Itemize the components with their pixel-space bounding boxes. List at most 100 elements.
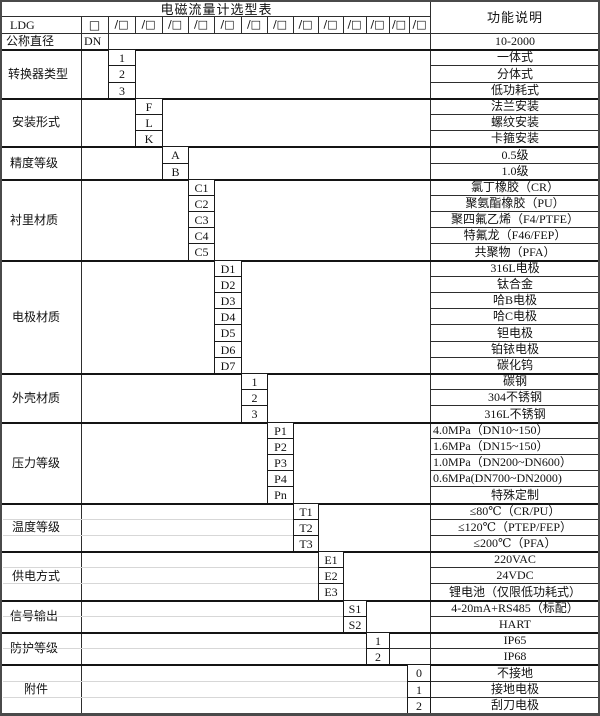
model-slot-box: /□ bbox=[391, 18, 407, 31]
divider bbox=[2, 49, 598, 51]
section-label-0: 公称直径 bbox=[6, 34, 55, 48]
option-code-box: 0 bbox=[407, 664, 431, 682]
divider bbox=[431, 357, 598, 358]
model-slot-box: /□ bbox=[370, 18, 385, 31]
model-slot-box: /□ bbox=[246, 18, 262, 31]
divider bbox=[2, 373, 598, 375]
option-desc-cell: 1.0级 bbox=[501, 164, 529, 178]
option-code-box: C5 bbox=[188, 243, 215, 261]
divider bbox=[2, 260, 598, 262]
divider bbox=[2, 179, 598, 181]
divider bbox=[431, 697, 598, 698]
model-slot-box: /□ bbox=[114, 18, 129, 31]
divider bbox=[431, 438, 598, 439]
section-label-7: 压力等级 bbox=[12, 455, 61, 470]
divider bbox=[431, 308, 598, 309]
divider bbox=[162, 16, 163, 33]
option-code-box: 1 bbox=[407, 681, 431, 698]
section-label-12: 附件 bbox=[24, 681, 49, 696]
divider bbox=[431, 405, 598, 406]
option-code-box: Pn bbox=[267, 486, 294, 504]
divider bbox=[267, 16, 268, 33]
option-code-box: P4 bbox=[267, 470, 294, 487]
divider bbox=[3, 648, 366, 649]
option-code-box: P3 bbox=[267, 454, 294, 471]
option-code-box: D6 bbox=[214, 341, 242, 358]
option-code-box: 1 bbox=[366, 632, 390, 649]
option-code-box: E2 bbox=[318, 567, 344, 584]
option-code-box: T1 bbox=[293, 503, 319, 520]
option-code-box: B bbox=[162, 163, 189, 180]
divider bbox=[409, 16, 410, 33]
option-desc-cell: 316L不锈钢 bbox=[484, 406, 546, 421]
divider bbox=[431, 243, 598, 244]
divider bbox=[241, 16, 242, 33]
divider bbox=[3, 567, 318, 568]
option-code-box: D3 bbox=[214, 292, 242, 309]
option-desc-cell: 1.0MPa（DN200~DN600） bbox=[433, 455, 572, 469]
option-desc-cell: 刮刀电极 bbox=[490, 698, 539, 712]
divider bbox=[2, 551, 598, 553]
option-desc-cell: 低功耗式 bbox=[490, 83, 539, 97]
option-desc-cell: 一体式 bbox=[496, 50, 533, 64]
option-desc-cell: 共聚物（PFA） bbox=[474, 244, 556, 259]
option-code-box: C2 bbox=[188, 195, 215, 212]
option-desc-cell: ≤120℃（PTEP/FEP） bbox=[457, 520, 573, 534]
divider bbox=[431, 454, 598, 455]
option-code-box: S2 bbox=[343, 616, 367, 633]
option-desc-cell: 聚四氟乙烯（F4/PTFE） bbox=[450, 212, 580, 226]
divider bbox=[3, 583, 318, 584]
option-code-box: S1 bbox=[343, 600, 367, 617]
option-code-box: 1 bbox=[108, 49, 136, 66]
option-desc-cell: 0.5级 bbox=[501, 147, 529, 162]
option-desc-cell: 钛合金 bbox=[496, 277, 533, 291]
option-code-box: 1 bbox=[241, 373, 268, 390]
option-code-box: 2 bbox=[241, 389, 268, 406]
model-slot-box: /□ bbox=[412, 18, 427, 31]
divider bbox=[431, 82, 598, 83]
section-label-3: 精度等级 bbox=[10, 155, 59, 170]
model-slot-box: /□ bbox=[323, 18, 338, 31]
option-desc-cell: ≤200℃（PFA） bbox=[473, 536, 557, 550]
divider bbox=[430, 2, 431, 713]
divider bbox=[431, 616, 598, 617]
divider bbox=[2, 98, 598, 100]
option-desc-cell: 法兰安装 bbox=[490, 99, 539, 113]
option-code-box: E3 bbox=[318, 583, 344, 601]
divider bbox=[431, 65, 598, 66]
section-label-9: 供电方式 bbox=[12, 568, 61, 583]
divider bbox=[366, 16, 367, 33]
option-desc-cell: 碳化钨 bbox=[496, 358, 533, 372]
divider bbox=[389, 648, 431, 649]
divider bbox=[293, 16, 294, 33]
divider bbox=[431, 470, 598, 471]
divider bbox=[135, 16, 136, 33]
divider bbox=[431, 486, 598, 487]
divider bbox=[3, 535, 293, 536]
model-slot-box: /□ bbox=[141, 18, 156, 31]
divider bbox=[431, 130, 598, 131]
option-desc-cell: HART bbox=[499, 617, 531, 631]
option-desc-cell: 分体式 bbox=[496, 66, 533, 81]
option-code-box: F bbox=[135, 98, 163, 115]
option-code-box: D5 bbox=[214, 324, 242, 342]
option-desc-cell: 220VAC bbox=[494, 552, 536, 566]
divider bbox=[3, 681, 407, 682]
divider bbox=[431, 583, 598, 584]
divider bbox=[343, 16, 344, 33]
divider bbox=[431, 163, 598, 164]
option-code-box: 3 bbox=[241, 405, 268, 423]
section-label-8: 温度等级 bbox=[12, 520, 61, 534]
divider bbox=[431, 567, 598, 568]
option-desc-cell: 碳钢 bbox=[502, 374, 527, 388]
model-slot-box: /□ bbox=[193, 18, 209, 31]
option-code-box: 2 bbox=[366, 648, 390, 665]
section-label-6: 外壳材质 bbox=[12, 390, 61, 405]
option-desc-cell: 聚氨酯橡胶（PU） bbox=[465, 196, 565, 210]
option-desc-cell: IP68 bbox=[503, 649, 527, 663]
section-label-4: 衬里材质 bbox=[10, 212, 59, 227]
option-code-box: C4 bbox=[188, 227, 215, 244]
divider bbox=[431, 519, 598, 520]
option-code-cell: DN bbox=[84, 34, 102, 48]
